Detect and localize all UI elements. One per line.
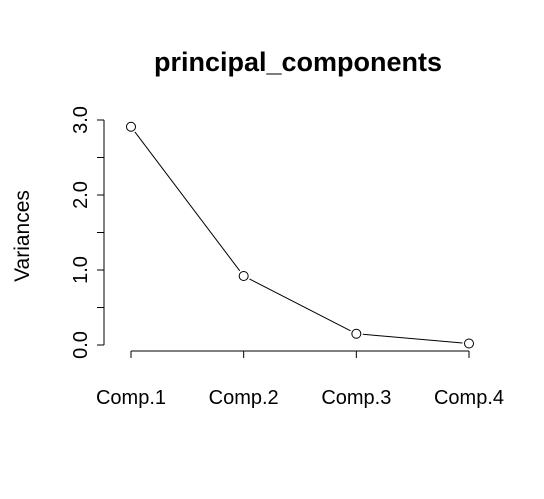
series-line-segment (362, 333, 463, 344)
series-group (126, 121, 474, 349)
chart-title: principal_components (154, 47, 442, 77)
data-point (126, 121, 136, 132)
y-axis: 0.0 1.0 2.0 3.0 (70, 106, 105, 359)
y-tick-label: 3.0 (70, 106, 92, 134)
x-tick-label: Comp.4 (434, 387, 504, 409)
x-tick-label: Comp.1 (96, 387, 166, 409)
y-tick-label: 2.0 (70, 181, 92, 209)
x-axis: Comp.1 Comp.2 Comp.3 Comp.4 (96, 350, 504, 409)
data-point (351, 328, 362, 339)
y-tick-label: 1.0 (70, 256, 92, 284)
y-tick-label: 0.0 (70, 331, 92, 359)
x-tick-label: Comp.3 (321, 387, 391, 409)
data-point (464, 338, 474, 349)
data-point (238, 271, 249, 281)
series-line-segment (249, 278, 351, 332)
x-tick-label: Comp.2 (209, 387, 279, 409)
series-line-segment (134, 131, 241, 272)
y-axis-label: Variances (11, 190, 34, 282)
